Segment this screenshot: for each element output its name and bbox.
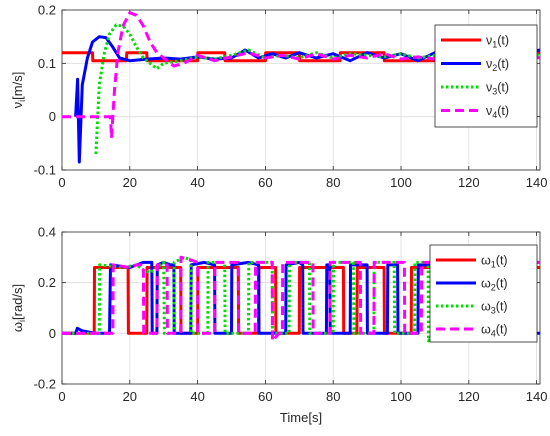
x-tick-label: 140 xyxy=(526,389,548,404)
y-axis-label: ωi[rad/s] xyxy=(10,284,27,332)
axes-frame xyxy=(61,9,541,171)
x-tick-label: 0 xyxy=(58,389,65,404)
legend-label-2: ν2(t) xyxy=(486,57,509,73)
y-tick-label: 0.4 xyxy=(38,225,56,240)
legend: ω1(t) ω2(t) ω3(t) ω4(t) xyxy=(429,244,538,343)
x-tick-label: 140 xyxy=(526,175,548,190)
x-tick-label: 40 xyxy=(190,389,204,404)
legend-label-3: ω3(t) xyxy=(481,300,508,316)
x-tick-label: 40 xyxy=(190,175,204,190)
angular-velocity-chart: 0 20 40 60 80 100 120 140-0.200.20.4ωi[rad/s]Ti… xyxy=(10,225,547,426)
legend-box xyxy=(434,24,538,128)
x-tick-label: 80 xyxy=(326,389,340,404)
y-tick-label: -0.2 xyxy=(34,377,56,392)
legend-label-4: ω4(t) xyxy=(481,323,508,339)
x-tick-label: 80 xyxy=(326,175,340,190)
x-tick-label: 0 xyxy=(58,175,65,190)
y-tick-label: 0.2 xyxy=(38,275,56,290)
y-tick-label: 0.1 xyxy=(38,56,56,71)
velocity-chart: 0 20 40 60 80 100 120 140-0.100.10.2νi[m/s]ν1(t… xyxy=(10,3,547,191)
axes-frame xyxy=(61,231,541,385)
legend-label-1: ν1(t) xyxy=(486,34,509,50)
x-tick-label: 100 xyxy=(390,175,412,190)
x-tick-label: 20 xyxy=(123,175,137,190)
legend-label-1: ω1(t) xyxy=(481,254,508,270)
x-tick-label: 120 xyxy=(458,389,480,404)
y-tick-label: 0 xyxy=(49,109,56,124)
x-tick-label: 20 xyxy=(123,389,137,404)
legend: ν1(t) ν2(t) ν3(t) ν4(t) xyxy=(434,24,538,128)
y-tick-label: 0.2 xyxy=(38,3,56,18)
legend-label-3: ν3(t) xyxy=(486,81,509,97)
x-axis-label: Time[s] xyxy=(280,410,322,425)
x-tick-label: 100 xyxy=(390,389,412,404)
legend-label-2: ω2(t) xyxy=(481,277,508,293)
y-axis-label: νi[m/s] xyxy=(10,72,27,109)
x-tick-label: 120 xyxy=(458,175,480,190)
x-tick-label: 60 xyxy=(258,389,272,404)
x-tick-label: 60 xyxy=(258,175,272,190)
legend-label-4: ν4(t) xyxy=(486,104,509,120)
y-tick-label: -0.1 xyxy=(34,163,56,178)
y-tick-label: 0 xyxy=(49,326,56,341)
